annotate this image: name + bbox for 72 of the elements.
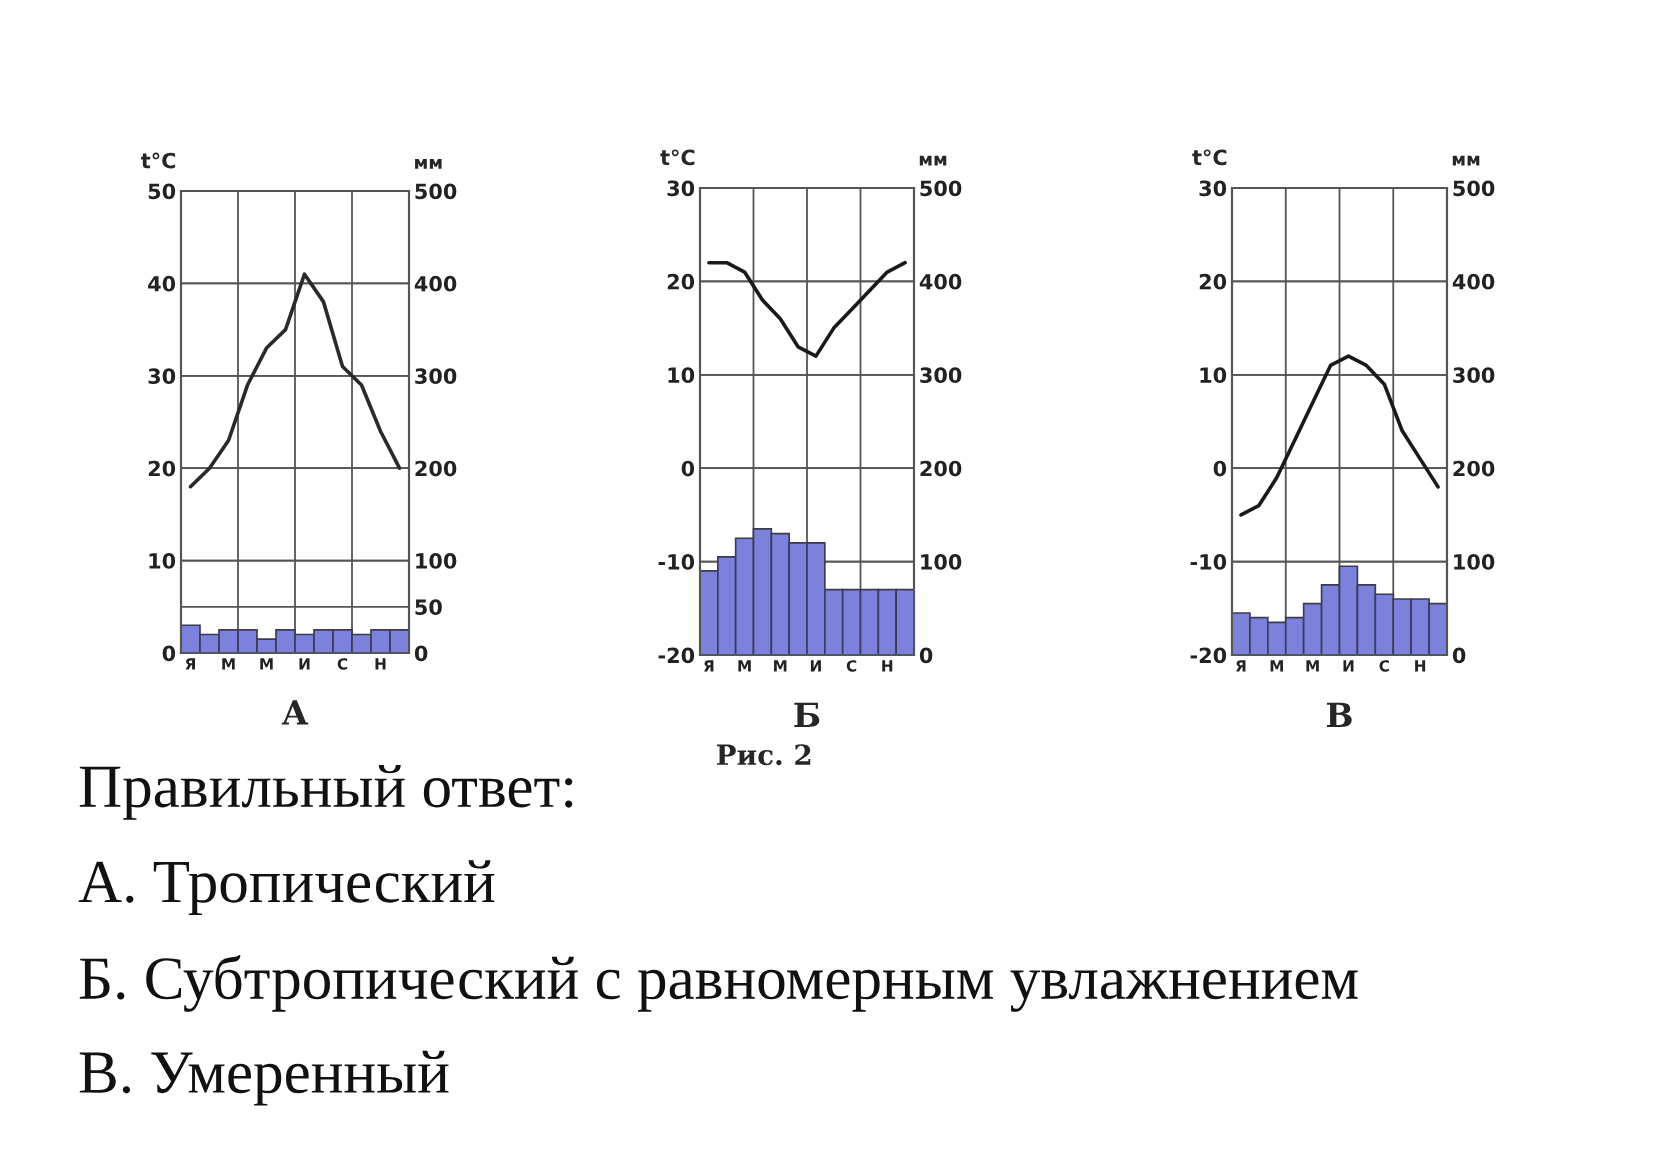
x-tick-label: Я <box>185 658 195 670</box>
y-tick-label: 20 <box>1199 273 1227 290</box>
line-series <box>707 260 907 358</box>
x-tick-label: М <box>1270 660 1283 672</box>
y2-tick-label: 300 <box>920 367 962 384</box>
x-tick-label: С <box>846 660 857 672</box>
y2-tick-label: 500 <box>920 180 962 197</box>
y-axis-title: t°C <box>660 149 695 166</box>
line-series <box>188 272 402 489</box>
x-tick-label: И <box>810 660 821 672</box>
x-tick-label: Я <box>704 660 714 672</box>
y-tick-label: 10 <box>1200 367 1227 384</box>
y-tick-label: 50 <box>148 183 176 200</box>
y-axis-title: t°C <box>1192 149 1227 166</box>
y-tick-label: -10 <box>658 554 695 570</box>
y2-tick-label: 50 <box>415 599 442 616</box>
x-tick-label: М <box>222 658 235 670</box>
y-tick-label: 40 <box>148 275 176 292</box>
y-axis-title: t°C <box>141 152 176 169</box>
x-tick-label: Я <box>1236 660 1246 672</box>
y2-tick-label: 300 <box>1453 367 1495 384</box>
y2-tick-label: 100 <box>921 554 962 570</box>
x-tick-label: М <box>1306 660 1319 672</box>
y-tick-label: 0 <box>1213 460 1227 477</box>
y2-tick-label: 400 <box>919 273 962 290</box>
y-tick-label: -10 <box>1190 554 1227 570</box>
y2-tick-label: 100 <box>416 553 457 569</box>
x-tick-label: Н <box>1415 660 1426 672</box>
x-tick-label: М <box>774 660 787 672</box>
y2-tick-label: 0 <box>919 647 933 664</box>
y-tick-label: 10 <box>668 367 695 384</box>
text: А. Тропический <box>78 860 495 916</box>
x-tick-label: М <box>738 660 751 672</box>
y-tick-label: 0 <box>681 460 695 477</box>
y-tick-label: 10 <box>149 553 176 569</box>
y-tick-label: 20 <box>667 273 695 290</box>
x-tick-label: С <box>337 658 348 670</box>
x-tick-label: И <box>299 658 310 670</box>
y2-tick-label: 100 <box>1454 554 1495 570</box>
y2-tick-label: 500 <box>415 183 457 200</box>
y2-tick-label: 400 <box>1452 273 1495 290</box>
line-series <box>1239 354 1440 517</box>
x-axis-title: А <box>281 700 309 725</box>
y2-axis-title: мм <box>415 158 442 169</box>
y2-axis-title: мм <box>1452 155 1480 166</box>
text: В. Умеренный <box>79 1050 449 1106</box>
y2-tick-label: 0 <box>414 645 428 662</box>
y2-tick-label: 200 <box>1453 460 1495 477</box>
text: Правильный ответ: <box>79 764 573 820</box>
y2-axis-title: мм <box>919 155 947 166</box>
y2-tick-label: 500 <box>1453 180 1495 197</box>
y-tick-label: 20 <box>148 460 176 477</box>
y-tick-label: 0 <box>162 645 176 662</box>
text: Б. Субтропический с равномерным увлажнением <box>79 954 1358 1012</box>
x-tick-label: С <box>1379 660 1389 672</box>
x-tick-label: И <box>1343 660 1354 672</box>
y2-tick-label: 200 <box>415 460 457 477</box>
x-axis-title: В <box>1326 702 1352 728</box>
x-tick-label: Н <box>375 658 386 670</box>
text: Рис. 2 <box>716 744 811 766</box>
x-axis-title: Б <box>794 702 820 728</box>
y-tick-label: 30 <box>667 180 695 197</box>
x-tick-label: Н <box>882 660 893 672</box>
y2-tick-label: 200 <box>920 460 962 477</box>
y-tick-label: 30 <box>148 368 176 385</box>
y-tick-label: -20 <box>658 647 695 664</box>
y-tick-label: 30 <box>1199 180 1227 197</box>
y2-tick-label: 300 <box>415 368 457 385</box>
x-tick-label: М <box>260 658 273 670</box>
y-tick-label: -20 <box>1190 647 1227 664</box>
y2-tick-label: 0 <box>1452 647 1466 664</box>
y2-tick-label: 400 <box>414 275 457 292</box>
